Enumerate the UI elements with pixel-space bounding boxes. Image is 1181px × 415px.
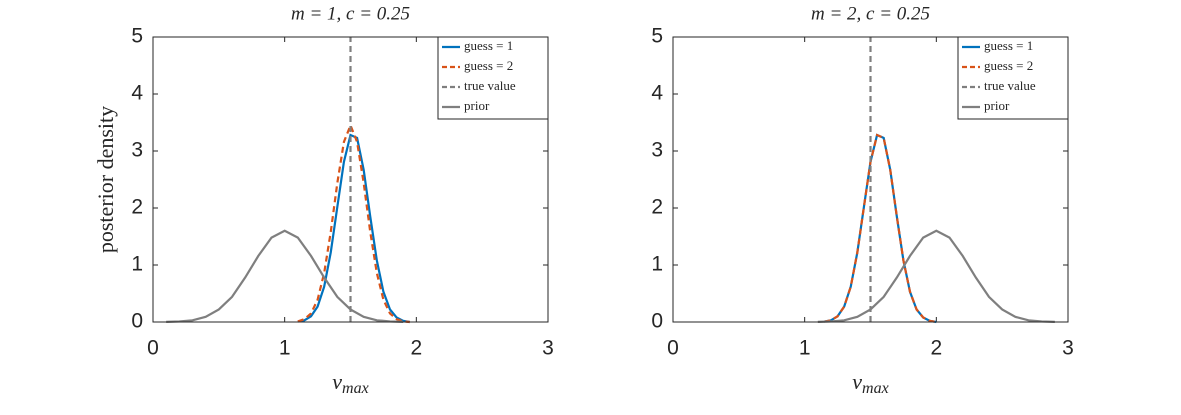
x-tick-label: 3 [1062,337,1074,360]
axes-box [672,36,1069,323]
legend-label: guess = 1 [984,38,1033,53]
legend-label: guess = 2 [464,58,513,73]
chart-title: m = 1, c = 0.25 [291,3,410,24]
y-tick-label: 1 [651,253,663,276]
y-tick-label: 5 [131,25,143,48]
series-line [817,229,1055,323]
y-tick-label: 5 [651,25,663,48]
x-tick-label: 2 [410,337,422,360]
y-tick-label: 3 [651,139,663,162]
y-tick-label: 4 [651,82,663,105]
legend-label: guess = 1 [464,38,513,53]
x-axis-label: vmax [852,369,888,397]
x-tick-label: 0 [667,337,679,360]
x-tick-label: 0 [147,337,159,360]
axes-box [152,36,549,323]
y-tick-label: 3 [131,139,143,162]
y-tick-label: 4 [131,82,143,105]
series-line [824,133,937,324]
x-axis-label-subscript: max [342,380,369,397]
x-axis-label: vmax [332,369,368,397]
x-axis-label-main: v [332,369,342,394]
y-tick-label: 2 [651,196,663,219]
legend-label: true value [984,78,1036,93]
x-axis-label-subscript: max [862,380,889,397]
legend-label: true value [464,78,516,93]
legend-box [437,36,549,120]
chart-title: m = 2, c = 0.25 [811,3,930,24]
y-axis-label: posterior density [93,106,118,253]
legend-label: prior [464,98,490,113]
legend-box [957,36,1069,120]
y-tick-label: 0 [651,310,663,333]
series-line [166,229,404,323]
y-tick-label: 2 [131,196,143,219]
x-axis-label-main: v [852,369,862,394]
series-line [297,122,410,324]
legend-label: prior [984,98,1010,113]
legend-label: guess = 2 [984,58,1033,73]
x-tick-label: 1 [279,337,291,360]
x-tick-label: 3 [542,337,554,360]
x-tick-label: 1 [799,337,811,360]
y-tick-label: 0 [131,310,143,333]
x-tick-label: 2 [930,337,942,360]
y-tick-label: 1 [131,253,143,276]
